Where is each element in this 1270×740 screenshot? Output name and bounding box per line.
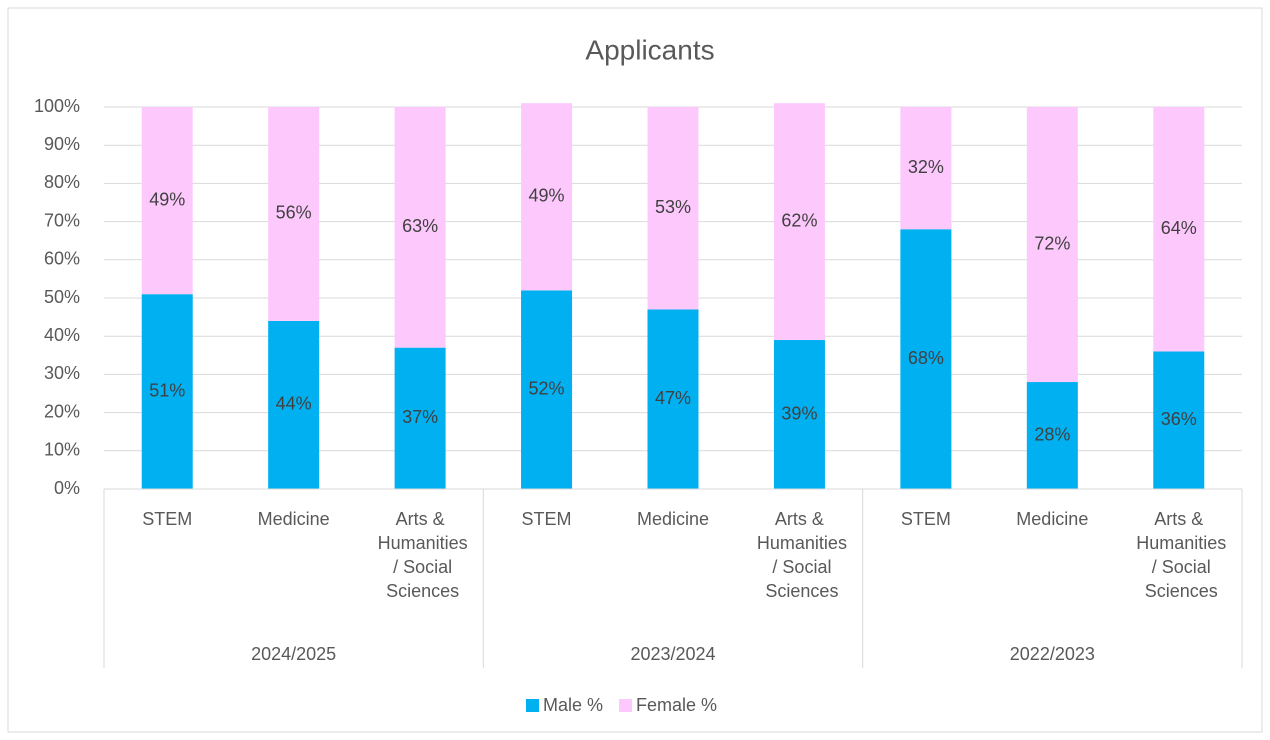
- bar-segment: [268, 107, 320, 321]
- legend-label: Female %: [636, 695, 717, 715]
- legend-swatch: [526, 699, 539, 712]
- data-label: 49%: [149, 189, 185, 209]
- x-tick-label: Arts & Humanities / Social Sciences: [752, 509, 847, 601]
- data-label: 72%: [1034, 233, 1070, 253]
- y-tick-label: 0%: [54, 478, 80, 498]
- data-label: 51%: [149, 380, 185, 400]
- legend-label: Male %: [543, 695, 603, 715]
- y-tick-label: 100%: [34, 96, 80, 116]
- y-tick-label: 40%: [44, 325, 80, 345]
- group-label: 2023/2024: [630, 644, 715, 664]
- bar-segment: [773, 103, 825, 341]
- x-tick-label: STEM: [142, 509, 192, 529]
- x-tick-label: Arts & Humanities / Social Sciences: [1131, 509, 1226, 601]
- data-label: 64%: [1161, 218, 1197, 238]
- data-label: 56%: [276, 203, 312, 223]
- bar-segment: [773, 340, 825, 489]
- bar-segment: [1026, 107, 1078, 383]
- y-tick-label: 30%: [44, 363, 80, 383]
- bar-segment: [141, 107, 193, 295]
- data-label: 49%: [529, 186, 565, 206]
- bar-segment: [1153, 107, 1205, 352]
- data-label: 63%: [402, 216, 438, 236]
- bar-segment: [394, 347, 446, 489]
- y-tick-label: 90%: [44, 134, 80, 154]
- x-tick-label: Medicine: [637, 509, 709, 529]
- data-label: 32%: [908, 157, 944, 177]
- group-label: 2024/2025: [251, 644, 336, 664]
- data-label: 28%: [1034, 424, 1070, 444]
- bar-segment: [900, 107, 952, 230]
- x-tick-label: STEM: [901, 509, 951, 529]
- data-label: 68%: [908, 348, 944, 368]
- data-label: 62%: [781, 210, 817, 230]
- bar-segment: [141, 294, 193, 489]
- x-tick-label: Arts & Humanities / Social Sciences: [373, 509, 468, 601]
- data-label: 37%: [402, 407, 438, 427]
- x-tick-label: Medicine: [1016, 509, 1088, 529]
- y-tick-label: 60%: [44, 249, 80, 269]
- data-label: 47%: [655, 388, 691, 408]
- bar-segment: [521, 103, 573, 291]
- bar-segment: [394, 107, 446, 348]
- bar-segment: [1026, 382, 1078, 489]
- group-label: 2022/2023: [1010, 644, 1095, 664]
- data-label: 44%: [276, 394, 312, 414]
- x-tick-label: Medicine: [258, 509, 330, 529]
- data-label: 53%: [655, 197, 691, 217]
- bar-segment: [268, 320, 320, 489]
- y-tick-label: 70%: [44, 210, 80, 230]
- bar-segment: [647, 309, 699, 489]
- y-tick-label: 80%: [44, 172, 80, 192]
- chart-title: Applicants: [585, 34, 714, 65]
- legend-swatch: [619, 699, 633, 712]
- data-label: 52%: [529, 378, 565, 398]
- bar-segment: [521, 290, 573, 489]
- y-tick-label: 10%: [44, 440, 80, 460]
- bar-segment: [647, 107, 699, 310]
- data-label: 39%: [781, 403, 817, 423]
- bar-segment: [900, 229, 952, 490]
- x-tick-label: STEM: [522, 509, 572, 529]
- data-label: 36%: [1161, 409, 1197, 429]
- y-tick-label: 20%: [44, 401, 80, 421]
- y-tick-label: 50%: [44, 287, 80, 307]
- bar-segment: [1153, 351, 1205, 489]
